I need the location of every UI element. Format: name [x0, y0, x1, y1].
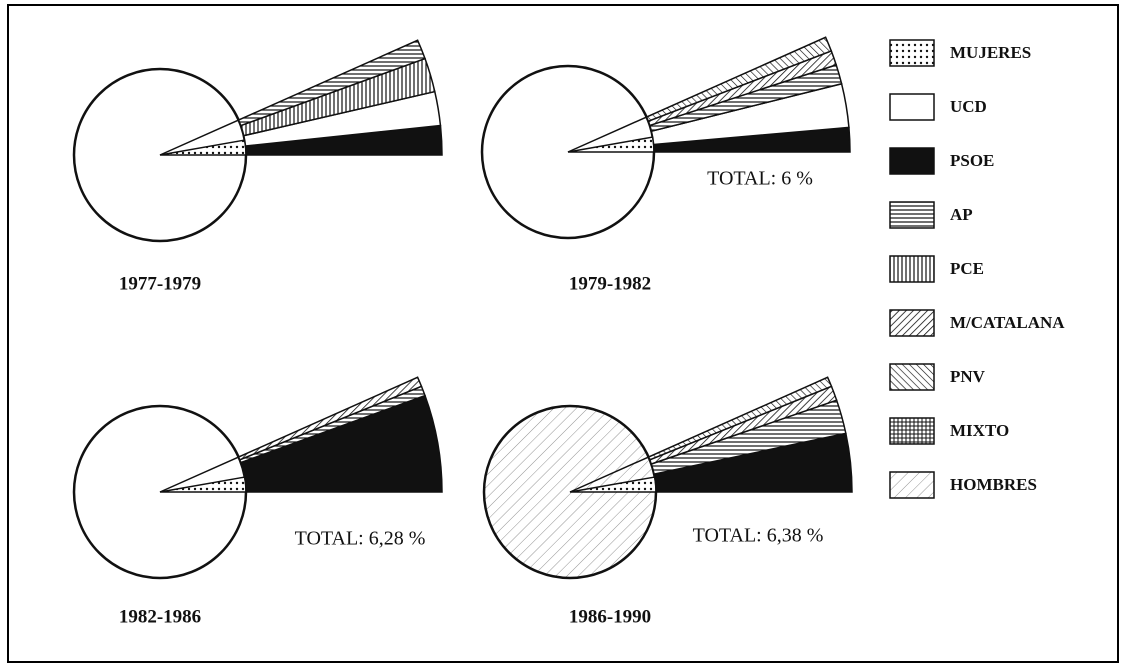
wedge-top-line [159, 456, 239, 493]
wedge-top-line [159, 119, 239, 156]
period-label: 1982-1986 [119, 606, 201, 627]
period-label: 1986-1990 [569, 606, 651, 627]
party-segment [237, 376, 423, 461]
legend-swatch [889, 471, 935, 499]
pies: 1977-1979 1979-1982 TOTAL: 6 % 1982-1986 TOT… [72, 36, 853, 627]
legend-label: MIXTO [950, 421, 1009, 440]
legend-swatch [889, 201, 935, 229]
period-label: 1977-1979 [119, 273, 201, 294]
legend-label: UCD [950, 97, 987, 116]
wedge-top-line [567, 116, 647, 153]
total-label: TOTAL: 6,28 % [295, 528, 426, 550]
party-segment [237, 39, 426, 127]
period-label: 1979-1982 [569, 273, 651, 294]
total-label: TOTAL: 6 % [707, 168, 813, 190]
legend-swatch [889, 255, 935, 283]
wedge-top-line [569, 456, 649, 493]
legend-label: M/CATALANA [950, 313, 1065, 332]
legend-swatch [889, 39, 935, 67]
legend-swatch [889, 309, 935, 337]
legend-label: MUJERES [950, 43, 1031, 62]
legend-label: PNV [950, 367, 986, 386]
legend-label: PCE [950, 259, 984, 278]
party-segment [647, 376, 833, 461]
legend: MUJERES UCD PSOE AP PCE M/CATALANA PNV MIXTO HOM… [889, 39, 1065, 499]
legend-swatch [889, 93, 935, 121]
legend-label: HOMBRES [950, 475, 1037, 494]
legend-swatch [889, 147, 935, 175]
party-segment [645, 36, 833, 123]
party-segment [239, 394, 443, 493]
legend-swatch [889, 363, 935, 391]
legend-swatch [889, 417, 935, 445]
total-label: TOTAL: 6,38 % [693, 525, 824, 547]
legend-label: PSOE [950, 151, 994, 170]
legend-label: AP [950, 205, 973, 224]
